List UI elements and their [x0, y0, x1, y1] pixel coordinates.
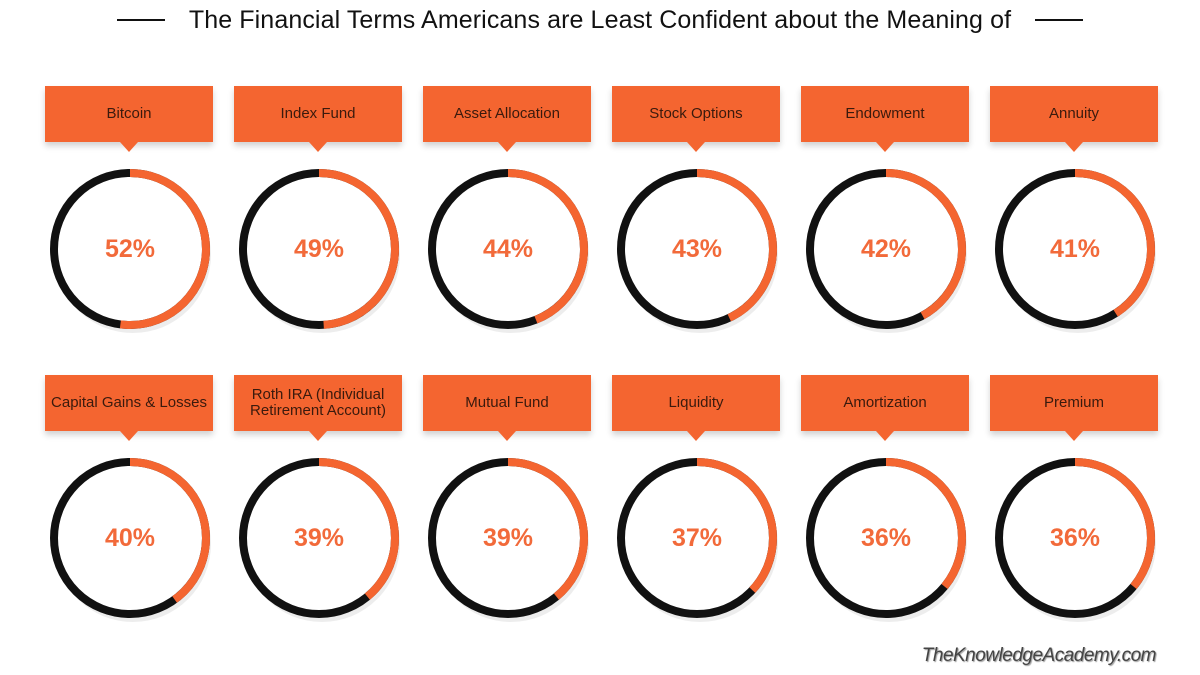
title-rule-left — [116, 19, 165, 21]
donut-face — [432, 173, 584, 325]
donut-svg — [50, 169, 211, 333]
percent-label: 44% — [482, 234, 534, 263]
donut-ring: 37% — [615, 456, 779, 622]
donut-ring: 40% — [48, 456, 212, 622]
term-label: Premium — [990, 375, 1158, 441]
donut-ring: 44% — [426, 167, 590, 333]
donut-value-arc — [806, 458, 966, 618]
donut-svg — [617, 458, 778, 622]
chart-title: The Financial Terms Americans are Least … — [188, 5, 1012, 34]
donut-ring: 36% — [804, 456, 968, 622]
term-card: Capital Gains & Losses 40% — [45, 375, 215, 625]
donut-ring: 39% — [426, 456, 590, 622]
term-card: Amortization 36% — [801, 375, 971, 625]
term-card: Index Fund 49% — [234, 86, 404, 336]
donut-svg — [995, 169, 1156, 333]
percent-label: 39% — [293, 523, 345, 552]
term-card: Stock Options 43% — [612, 86, 782, 336]
donut-value-arc — [239, 169, 399, 329]
donut-ring: 43% — [615, 167, 779, 333]
donut-face — [54, 173, 206, 325]
donut-svg — [806, 458, 967, 622]
donut-face — [999, 173, 1151, 325]
term-label: Amortization — [801, 375, 969, 441]
donut-svg — [239, 458, 400, 622]
term-label: Liquidity — [612, 375, 780, 441]
term-label: Roth IRA (Individual Retirement Account) — [234, 375, 402, 441]
term-card: Premium 36% — [990, 375, 1160, 625]
donut-face — [621, 462, 773, 614]
term-card: Endowment 42% — [801, 86, 971, 336]
donut-value-arc — [995, 169, 1155, 329]
donut-ring: 49% — [237, 167, 401, 333]
term-label: Endowment — [801, 86, 969, 152]
term-card: Roth IRA (Individual Retirement Account)… — [234, 375, 404, 625]
donut-ring: 39% — [237, 456, 401, 622]
donut-ring: 41% — [993, 167, 1157, 333]
donut-value-arc — [239, 458, 399, 618]
donut-face — [810, 462, 962, 614]
term-label: Mutual Fund — [423, 375, 591, 441]
percent-label: 36% — [1049, 523, 1101, 552]
donut-value-arc — [428, 458, 588, 618]
term-label: Bitcoin — [45, 86, 213, 152]
donut-svg — [617, 169, 778, 333]
percent-label: 42% — [860, 234, 912, 263]
donut-ring: 42% — [804, 167, 968, 333]
term-card: Liquidity 37% — [612, 375, 782, 625]
donut-ring: 52% — [48, 167, 212, 333]
term-card: Asset Allocation 44% — [423, 86, 593, 336]
percent-label: 36% — [860, 523, 912, 552]
term-card: Annuity 41% — [990, 86, 1160, 336]
percent-label: 39% — [482, 523, 534, 552]
donut-face — [243, 173, 395, 325]
term-label: Index Fund — [234, 86, 402, 152]
donut-value-arc — [617, 458, 777, 618]
percent-label: 43% — [671, 234, 723, 263]
donut-value-arc — [617, 169, 777, 329]
donut-face — [999, 462, 1151, 614]
donut-svg — [995, 458, 1156, 622]
donut-value-arc — [428, 169, 588, 329]
donut-svg — [428, 169, 589, 333]
donut-face — [810, 173, 962, 325]
donut-svg — [239, 169, 400, 333]
donut-svg — [50, 458, 211, 622]
donut-face — [432, 462, 584, 614]
term-label: Annuity — [990, 86, 1158, 152]
donut-ring: 36% — [993, 456, 1157, 622]
percent-label: 52% — [104, 234, 156, 263]
donut-face — [54, 462, 206, 614]
percent-label: 49% — [293, 234, 345, 263]
percent-label: 41% — [1049, 234, 1101, 263]
donut-face — [621, 173, 773, 325]
term-label: Asset Allocation — [423, 86, 591, 152]
term-label: Stock Options — [612, 86, 780, 152]
title-rule-right — [1035, 19, 1084, 21]
donut-svg — [428, 458, 589, 622]
donut-svg — [806, 169, 967, 333]
header: The Financial Terms Americans are Least … — [0, 0, 1200, 40]
term-label: Capital Gains & Losses — [45, 375, 213, 441]
percent-label: 37% — [671, 523, 723, 552]
term-card: Bitcoin 52% — [45, 86, 215, 336]
donut-value-arc — [50, 458, 210, 618]
donut-face — [243, 462, 395, 614]
percent-label: 40% — [104, 523, 156, 552]
term-card: Mutual Fund 39% — [423, 375, 593, 625]
donut-value-arc — [806, 169, 966, 329]
watermark: TheKnowledgeAcademy.com — [921, 645, 1157, 666]
donut-value-arc — [995, 458, 1155, 618]
donut-value-arc — [50, 169, 210, 329]
